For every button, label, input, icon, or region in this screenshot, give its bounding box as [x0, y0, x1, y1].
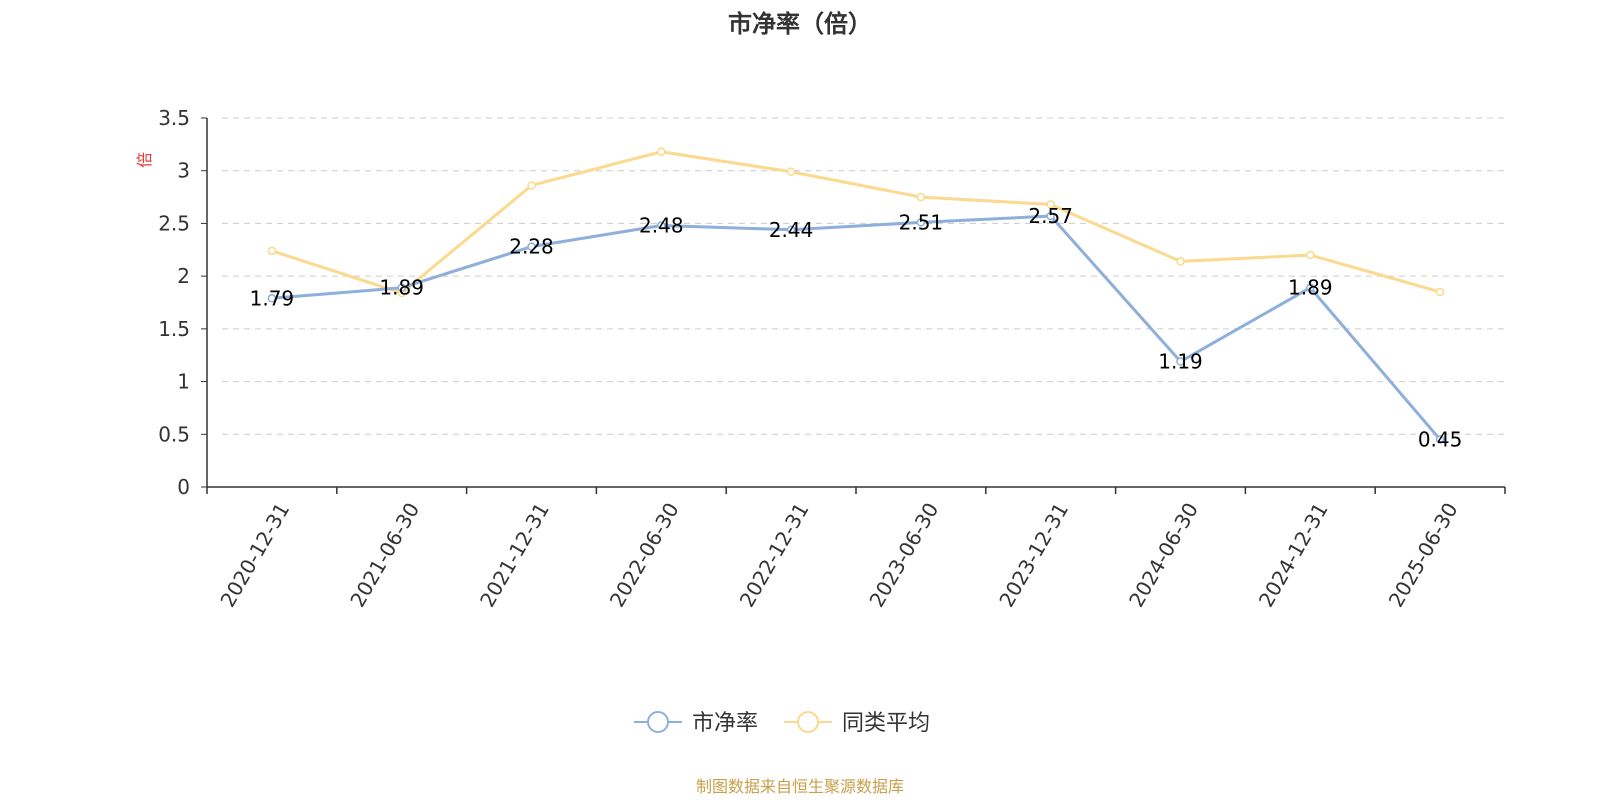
series-layer [267, 147, 1445, 444]
data-point[interactable] [527, 181, 536, 190]
x-tick-label: 2021-06-30 [345, 499, 424, 612]
data-point[interactable] [397, 283, 406, 292]
data-point[interactable] [657, 147, 666, 156]
y-tick-label: 2 [177, 264, 190, 288]
data-point[interactable] [786, 225, 796, 235]
legend-marker-icon [647, 711, 669, 733]
y-tick-label: 1 [177, 370, 190, 394]
data-point[interactable] [1176, 357, 1185, 366]
data-labels: 1.79 1.89 2.28 2.48 2.44 2.51 2.57 1.19 1.89 0.45 [250, 204, 1463, 452]
axes: 0 0.5 1 1.5 2 2.5 3 3.5 2020-12-31 2021-06-30 2021… [158, 106, 1506, 612]
data-label: 2.44 [769, 218, 814, 242]
legend-label: 同类平均 [842, 711, 930, 736]
data-point[interactable] [786, 167, 796, 177]
data-label: 2.57 [1028, 204, 1073, 228]
data-point[interactable] [1176, 257, 1185, 266]
data-label: 2.48 [639, 214, 684, 238]
data-point[interactable] [1306, 250, 1315, 260]
x-tick-label: 2024-12-31 [1254, 499, 1333, 612]
y-tick-label: 1.5 [158, 317, 190, 341]
x-tick-label: 2025-06-30 [1384, 499, 1463, 612]
legend-label: 市净率 [692, 711, 758, 736]
y-tick-label: 0 [177, 475, 190, 499]
x-tick-label: 2022-12-31 [735, 499, 814, 612]
data-point[interactable] [1435, 435, 1445, 444]
data-label: 0.45 [1418, 428, 1463, 452]
x-tick-label: 2020-12-31 [215, 499, 294, 612]
x-tick-label: 2022-06-30 [605, 499, 684, 612]
y-axis-unit-label: 倍 [135, 152, 154, 168]
legend-item-peer-average[interactable]: 同类平均 [784, 711, 930, 736]
y-tick-label: 2.5 [158, 211, 190, 235]
data-label: 2.28 [509, 235, 554, 259]
legend-marker-icon [797, 711, 819, 733]
legend[interactable]: 市净率 同类平均 [634, 711, 930, 736]
data-label: 2.51 [899, 210, 944, 234]
chart-title: 市净率（倍） [728, 10, 872, 38]
data-point[interactable] [1046, 211, 1055, 221]
data-point[interactable] [527, 242, 536, 251]
data-label: 1.79 [250, 286, 295, 310]
x-tick-label: 2024-06-30 [1124, 499, 1203, 612]
data-label: 1.89 [379, 276, 424, 300]
data-point[interactable] [267, 294, 277, 303]
x-tick-label: 2023-06-30 [864, 499, 943, 612]
legend-item-pb-ratio[interactable]: 市净率 [634, 711, 758, 736]
data-source-footer: 制图数据来自恒生聚源数据库 [696, 777, 904, 796]
data-point[interactable] [1306, 283, 1315, 292]
y-tick-label: 3 [177, 159, 190, 183]
data-point[interactable] [916, 218, 926, 227]
y-tick-label: 3.5 [158, 106, 190, 130]
data-point[interactable] [916, 192, 926, 202]
series-line-pb-ratio [271, 214, 1442, 441]
data-point[interactable] [1046, 200, 1055, 209]
x-tick-label: 2023-12-31 [994, 499, 1073, 612]
data-label: 1.89 [1288, 276, 1333, 300]
series-line-peer-average [271, 150, 1441, 295]
data-point[interactable] [1435, 287, 1445, 297]
data-label: 1.19 [1158, 350, 1203, 374]
y-tick-label: 0.5 [158, 422, 190, 446]
data-point[interactable] [657, 221, 666, 230]
data-point[interactable] [267, 246, 277, 256]
x-tick-label: 2021-12-31 [475, 499, 554, 612]
